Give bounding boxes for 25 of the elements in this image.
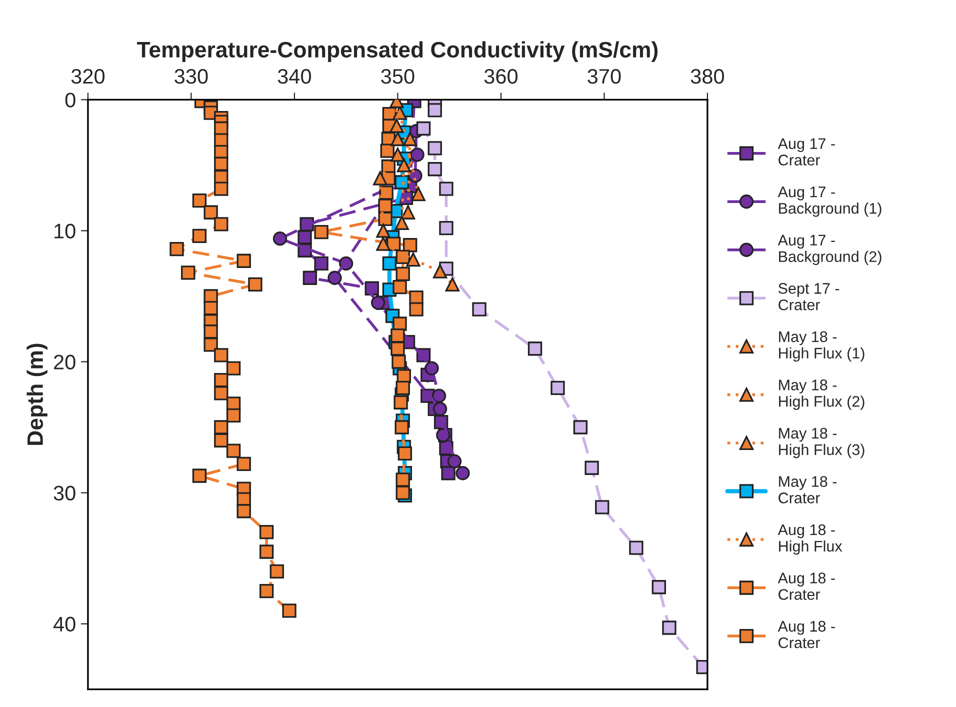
legend-label: Aug 17 - Crater (778, 138, 835, 166)
y-tick-label: 10 (54, 224, 76, 238)
legend-label: Aug 17 - Background (2) (778, 234, 882, 266)
legend-label: Aug 18 - High Flux (778, 524, 842, 555)
y-tick-label: 0 (65, 92, 76, 108)
legend-label: May 18 - High Flux (2) (779, 380, 864, 410)
x-tick-label: 380 (690, 69, 724, 84)
y-axis-title: Depth (m) (26, 344, 48, 445)
y-tick-label: 20 (54, 354, 76, 370)
legend-label: Sept 17 - Crater (778, 283, 840, 310)
x-tick-label: 360 (484, 69, 518, 84)
y-tick-label: 40 (53, 616, 76, 632)
x-tick-label: 320 (71, 69, 105, 84)
x-tick-label: 340 (278, 69, 312, 84)
legend-label: Aug 18 - Crater (778, 620, 835, 648)
legend-label: Aug 17 - Background (1) (778, 186, 882, 217)
legend-label: May 18 - High Flux (3) (779, 428, 864, 458)
x-tick-label: 330 (174, 69, 208, 84)
y-tick-label: 30 (54, 486, 76, 501)
legend-label: May 18 - High Flux (1) (779, 331, 864, 362)
legend-label: Aug 18 - Crater (778, 572, 835, 600)
x-tick-label: 370 (588, 69, 621, 84)
legend-label: May 18 - Crater (778, 476, 837, 504)
x-axis-title: Temperature-Compensated Conductivity (mS/cm) (137, 41, 658, 62)
x-tick-label: 350 (381, 69, 414, 84)
